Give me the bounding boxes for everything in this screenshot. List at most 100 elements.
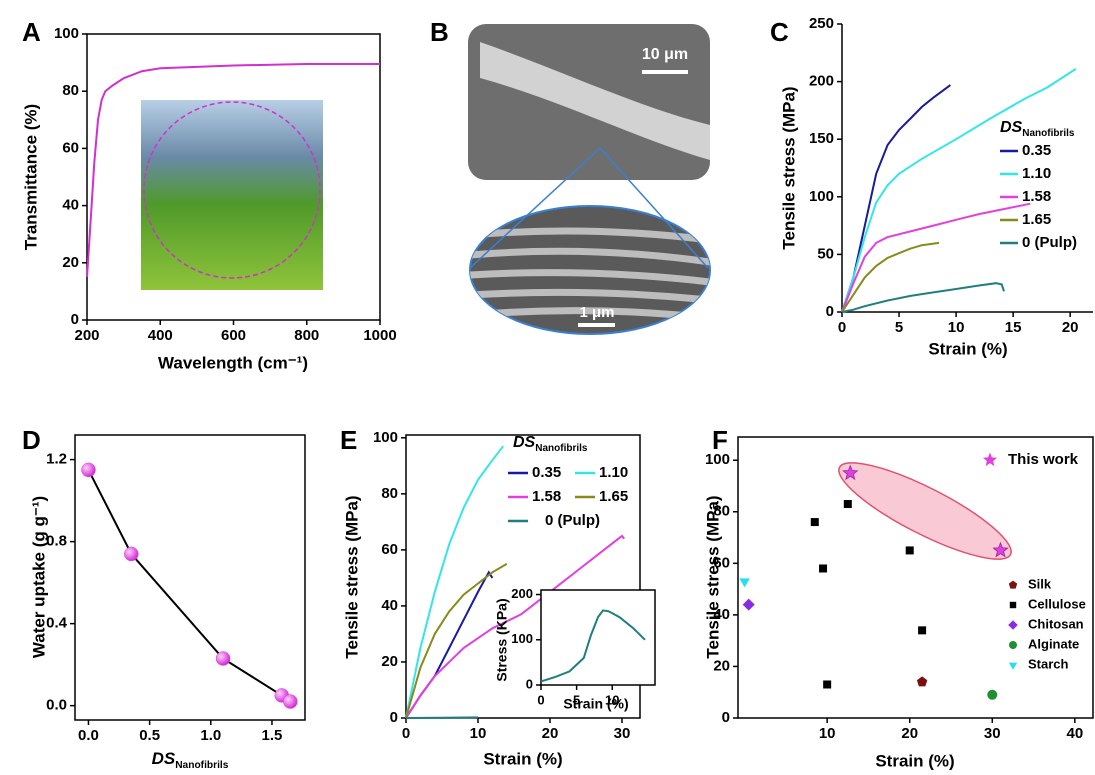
y-tick-label: 1.2	[46, 451, 67, 468]
legend-title-main: DS	[1000, 119, 1023, 136]
marker	[1010, 602, 1016, 608]
marker	[918, 626, 926, 634]
y-tick-label: 150	[809, 130, 834, 147]
y-tick-label: 0	[826, 303, 834, 320]
x-axis-label: Wavelength (cm⁻¹)	[158, 353, 308, 372]
legend-label: 0.35	[532, 464, 561, 481]
legend-label: Silk	[1028, 576, 1052, 591]
y-tick-label: 200	[809, 73, 834, 90]
legend-title: DSNanofibrils	[1000, 119, 1075, 138]
y-tick-label: 20	[381, 653, 398, 670]
plot-frame	[75, 435, 305, 720]
marker	[743, 599, 755, 611]
y-tick-label: 0	[390, 709, 398, 726]
inset-background	[541, 590, 655, 685]
marker	[124, 547, 138, 561]
legend-label: This work	[1008, 451, 1079, 468]
y-tick-label: 0	[526, 676, 533, 691]
marker	[739, 578, 749, 587]
x-tick-label: 20	[901, 725, 918, 742]
legend-label: 1.10	[1022, 165, 1051, 182]
x-tick-label: 0	[838, 319, 846, 336]
x-tick-label: 200	[74, 327, 99, 344]
marker	[906, 546, 914, 554]
y-tick-label: 20	[62, 254, 79, 271]
y-tick-label: 200	[511, 586, 533, 601]
y-tick-label: 0	[722, 709, 730, 726]
legend-label: 1.58	[1022, 188, 1051, 205]
marker	[819, 564, 827, 572]
legend-title-sub: Nanofibrils	[535, 443, 588, 454]
marker	[987, 690, 997, 700]
y-axis-label: Transmittance (%)	[21, 104, 40, 250]
x-tick-label: 10	[470, 725, 487, 742]
x-tick-label: 1000	[363, 327, 396, 344]
line	[842, 85, 950, 312]
x-tick-label: 30	[984, 725, 1001, 742]
y-tick-label: 250	[809, 15, 834, 32]
marker	[823, 680, 831, 688]
x-tick-label: 800	[294, 327, 319, 344]
legend-label: 0 (Pulp)	[545, 512, 600, 529]
legend-title-sub: Nanofibrils	[1022, 128, 1075, 139]
x-tick-label: 10	[948, 319, 965, 336]
marker	[917, 676, 927, 686]
legend-title: DSNanofibrils	[513, 434, 588, 453]
panel-label: A	[22, 17, 41, 47]
y-tick-label: 100	[511, 631, 533, 646]
legend-label: Starch	[1028, 656, 1069, 671]
x-axis-label-main: DS	[152, 749, 176, 768]
legend-label: Alginate	[1028, 636, 1079, 651]
y-tick-label: 100	[809, 188, 834, 205]
marker	[1008, 620, 1018, 630]
x-tick-label: 0	[537, 692, 544, 707]
highlight	[829, 447, 1021, 575]
x-tick-label: 5	[895, 319, 903, 336]
marker	[983, 453, 997, 467]
x-tick-label: 15	[1005, 319, 1022, 336]
y-tick-label: 80	[381, 485, 398, 502]
marker	[1009, 581, 1017, 589]
y-axis-label: Tensile stress (MPa)	[703, 495, 722, 658]
line	[89, 470, 291, 702]
x-tick-label: 400	[148, 327, 173, 344]
panel-label: C	[770, 17, 789, 47]
line	[406, 446, 503, 718]
scale-bar-label: 10 μm	[642, 46, 688, 63]
scale-bar-label: 1 μm	[579, 304, 614, 321]
marker	[811, 518, 819, 526]
y-tick-label: 0.8	[46, 533, 67, 550]
marker	[1009, 663, 1017, 670]
x-tick-label: 30	[614, 725, 631, 742]
marker	[1009, 641, 1017, 649]
y-tick-label: 100	[54, 25, 79, 42]
legend-label: Chitosan	[1028, 616, 1084, 631]
x-tick-label: 40	[1066, 725, 1083, 742]
x-tick-label: 0.0	[78, 727, 99, 744]
panel-label: D	[22, 425, 41, 455]
x-axis-label: DSNanofibrils	[152, 749, 229, 770]
y-axis-label: Stress (KPa)	[494, 598, 510, 681]
x-tick-label: 10	[819, 725, 836, 742]
y-tick-label: 0.0	[46, 697, 67, 714]
y-tick-label: 0	[71, 311, 79, 328]
y-axis-label: Tensile stress (MPa)	[779, 86, 798, 249]
y-tick-label: 40	[62, 197, 79, 214]
x-axis-label-sub: Nanofibrils	[175, 760, 229, 771]
x-tick-label: 0.5	[139, 727, 160, 744]
legend-label: 0 (Pulp)	[1022, 234, 1077, 251]
x-tick-label: 0	[402, 725, 410, 742]
x-tick-label: 1.5	[262, 727, 283, 744]
legend-label: 1.65	[599, 488, 628, 505]
y-axis-label: Tensile stress (MPa)	[342, 495, 361, 658]
marker	[81, 463, 95, 477]
x-tick-label: 1.0	[200, 727, 221, 744]
marker	[216, 651, 230, 665]
y-tick-label: 80	[62, 82, 79, 99]
x-axis-label: Strain (%)	[483, 749, 562, 768]
legend-label: 1.10	[599, 464, 628, 481]
y-tick-label: 0.4	[46, 615, 68, 632]
x-tick-label: 20	[542, 725, 559, 742]
marker	[844, 500, 852, 508]
legend-label: 1.58	[532, 488, 561, 505]
